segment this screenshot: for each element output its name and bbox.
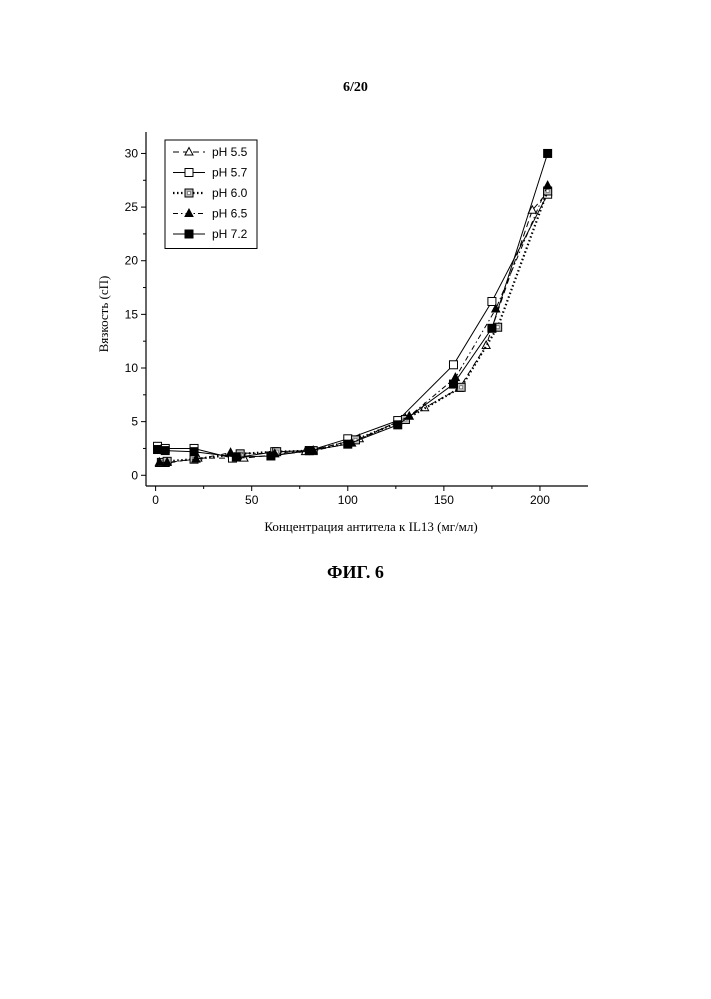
y-axis-label: Вязкость (сП) — [96, 276, 111, 353]
legend-label: pH 6.0 — [212, 186, 248, 200]
legend-swatch-marker — [185, 189, 193, 197]
data-point-ph-7-2 — [161, 447, 169, 455]
data-point-ph-7-2 — [544, 149, 552, 157]
figure-caption: ФИГ. 6 — [0, 562, 711, 583]
legend-label: pH 5.7 — [212, 166, 248, 180]
data-point-ph-5-7 — [488, 297, 496, 305]
legend-label: pH 5.5 — [212, 145, 248, 159]
y-tick-label: 15 — [125, 307, 139, 321]
data-point-ph-7-2 — [154, 446, 162, 454]
y-tick-label: 25 — [125, 200, 139, 214]
y-tick-label: 30 — [125, 146, 139, 160]
data-point-ph-6-0 — [457, 383, 465, 391]
x-axis-label: Концентрация антитела к IL13 (мг/мл) — [264, 519, 477, 534]
legend-swatch-marker — [185, 230, 193, 238]
data-point-ph-7-2 — [344, 440, 352, 448]
y-tick-label: 10 — [125, 361, 139, 375]
x-tick-label: 100 — [338, 493, 358, 507]
data-point-ph-6-5 — [544, 181, 552, 189]
chart-legend: pH 5.5 pH 5.7 pH 6.0 pH 6.5 pH 7.2 — [165, 140, 257, 249]
legend-swatch-marker — [185, 169, 193, 177]
data-point-ph-7-2 — [232, 453, 240, 461]
x-tick-label: 50 — [245, 493, 259, 507]
data-point-ph-7-2 — [394, 421, 402, 429]
legend-label: pH 6.5 — [212, 207, 248, 221]
y-tick-label: 0 — [131, 468, 138, 482]
data-point-ph-7-2 — [190, 448, 198, 456]
x-tick-label: 0 — [152, 493, 159, 507]
x-tick-label: 150 — [434, 493, 454, 507]
data-point-ph-5-7 — [449, 361, 457, 369]
data-point-ph-7-2 — [488, 324, 496, 332]
data-point-ph-7-2 — [267, 452, 275, 460]
y-tick-label: 5 — [131, 415, 138, 429]
x-tick-label: 200 — [530, 493, 550, 507]
legend-label: pH 7.2 — [212, 227, 248, 241]
y-tick-label: 20 — [125, 254, 139, 268]
data-point-ph-7-2 — [305, 447, 313, 455]
data-point-ph-7-2 — [449, 380, 457, 388]
